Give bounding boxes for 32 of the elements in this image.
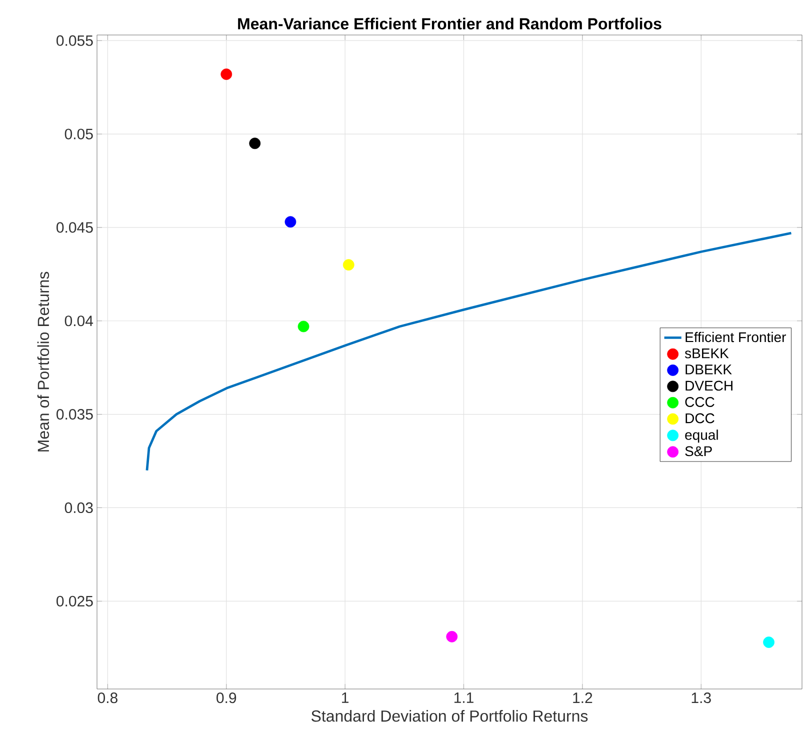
x-tick-label: 1.3	[692, 692, 711, 704]
x-tick-label: 1.2	[573, 692, 592, 703]
x-tick-label: 1	[342, 692, 348, 703]
point	[249, 138, 261, 150]
line-series	[146, 232, 792, 472]
x-tick-label: 0.8	[98, 692, 118, 704]
y-axis-title: Mean of Portfolio Returns	[37, 272, 50, 452]
point	[342, 259, 354, 271]
x-tick-label: 0.9	[216, 692, 236, 704]
legend-label: DCC	[686, 413, 714, 424]
x-tick-label: 1.1	[454, 692, 474, 703]
y-tick-label: 0.05	[64, 128, 93, 140]
legend-label: DBEKK	[686, 364, 732, 374]
y-tick-label: 0.025	[56, 596, 93, 606]
point	[446, 630, 458, 642]
legend-label: DVECH	[686, 380, 732, 391]
chart-title: Mean-Variance Efficient Frontier and Random Portfolios	[238, 18, 662, 30]
legend-label: equal	[685, 430, 718, 443]
point	[763, 636, 774, 648]
y-tick-label: 0.04	[64, 316, 94, 326]
legend-label: S&P	[685, 446, 712, 456]
x-axis-title: Standard Deviation of Portfolio Returns	[311, 710, 588, 722]
y-tick-label: 0.03	[64, 502, 93, 514]
y-tick-label: 0.045	[56, 222, 93, 233]
point	[220, 68, 232, 80]
y-tick-label: 0.055	[56, 35, 93, 46]
point	[284, 216, 296, 228]
legend-label: Efficient Frontier	[686, 332, 786, 342]
y-tick-label: 0.035	[56, 408, 93, 420]
legend-label: sBEKK	[684, 348, 729, 358]
legend-label: CCC	[685, 397, 714, 407]
point	[298, 320, 310, 332]
